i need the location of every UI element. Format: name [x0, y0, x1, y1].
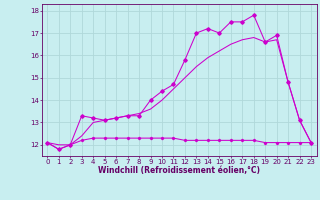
X-axis label: Windchill (Refroidissement éolien,°C): Windchill (Refroidissement éolien,°C)	[98, 166, 260, 175]
